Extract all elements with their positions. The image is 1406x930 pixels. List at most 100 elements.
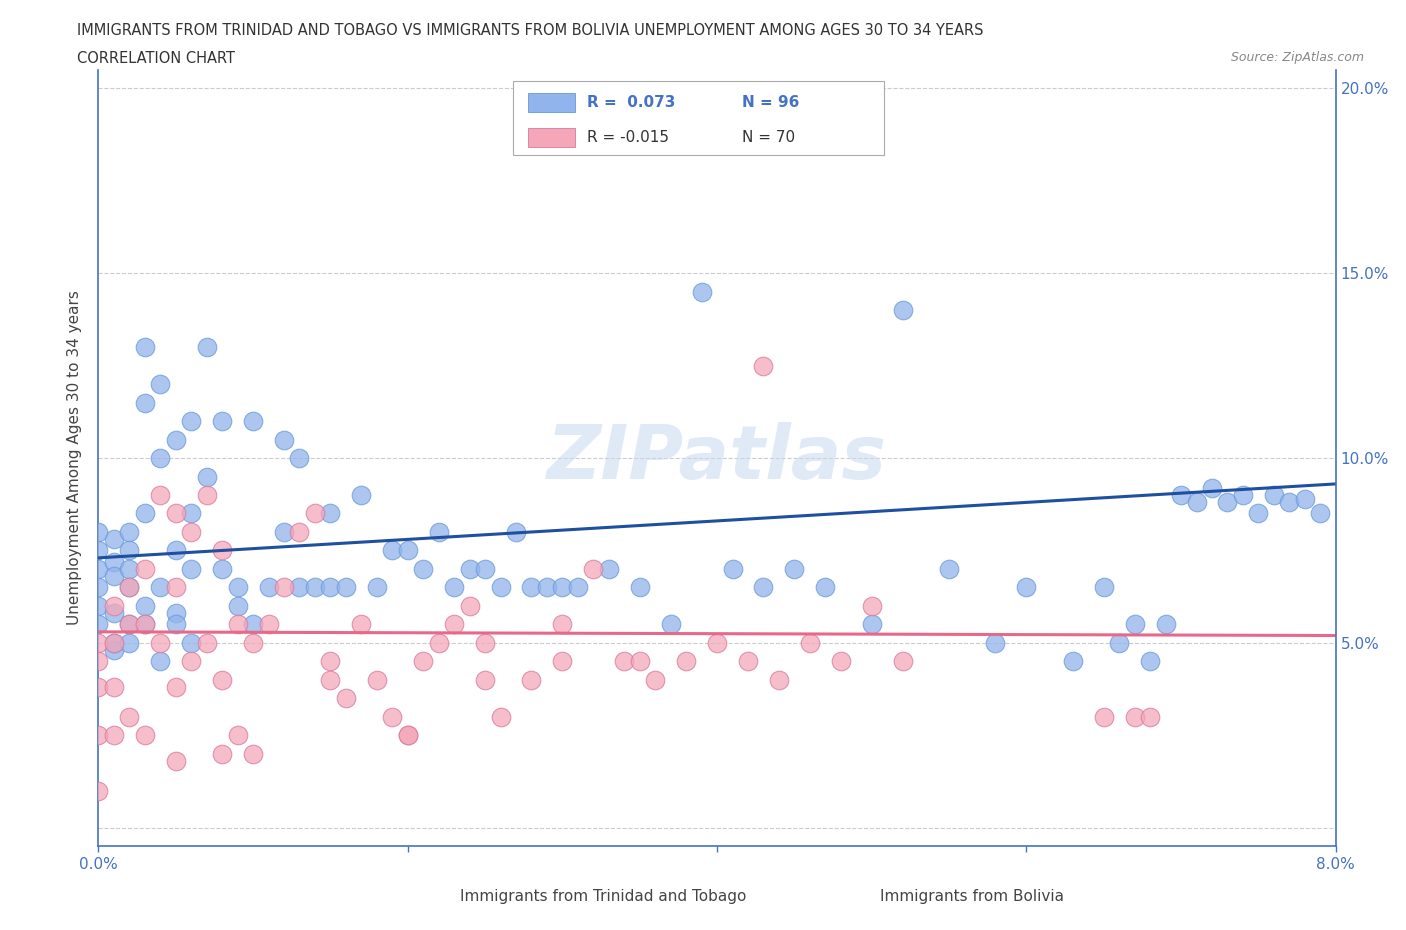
Point — [257, 580, 280, 595]
Point — [195, 487, 218, 502]
Text: N = 96: N = 96 — [742, 95, 799, 111]
Point — [165, 754, 187, 769]
Point — [134, 728, 156, 743]
Point — [1263, 487, 1285, 502]
Point — [87, 728, 110, 743]
Point — [118, 635, 141, 650]
Text: Source: ZipAtlas.com: Source: ZipAtlas.com — [1230, 51, 1364, 64]
Point — [412, 562, 434, 577]
Point — [87, 562, 110, 577]
Point — [273, 432, 295, 447]
Point — [799, 635, 821, 650]
Point — [319, 654, 342, 669]
Point — [350, 617, 373, 631]
Point — [489, 710, 512, 724]
Point — [582, 562, 605, 577]
Point — [87, 654, 110, 669]
Text: N = 70: N = 70 — [742, 130, 794, 145]
Bar — [841, 889, 872, 906]
Point — [1216, 495, 1239, 510]
Point — [149, 580, 172, 595]
Point — [443, 617, 465, 631]
Point — [1062, 654, 1084, 669]
Point — [304, 506, 326, 521]
Point — [505, 525, 527, 539]
Point — [273, 525, 295, 539]
Bar — [527, 93, 575, 113]
Point — [226, 617, 249, 631]
Point — [1139, 654, 1161, 669]
Point — [335, 580, 357, 595]
Point — [1201, 480, 1223, 495]
Point — [165, 580, 187, 595]
Point — [134, 617, 156, 631]
Point — [474, 672, 496, 687]
Point — [335, 691, 357, 706]
Point — [134, 562, 156, 577]
Point — [288, 580, 311, 595]
Point — [118, 543, 141, 558]
Point — [87, 525, 110, 539]
Point — [149, 487, 172, 502]
Point — [458, 599, 481, 614]
Point — [180, 635, 202, 650]
Point — [103, 635, 125, 650]
Point — [165, 606, 187, 621]
Point — [211, 672, 233, 687]
Point — [443, 580, 465, 595]
Point — [319, 672, 342, 687]
Point — [1154, 617, 1177, 631]
Point — [427, 635, 450, 650]
Point — [87, 635, 110, 650]
Point — [706, 635, 728, 650]
Point — [304, 580, 326, 595]
Point — [768, 672, 790, 687]
Text: ZIPatlas: ZIPatlas — [547, 421, 887, 495]
Point — [628, 580, 651, 595]
Point — [288, 451, 311, 466]
Point — [103, 599, 125, 614]
Point — [87, 680, 110, 695]
Point — [226, 580, 249, 595]
Point — [134, 617, 156, 631]
Text: R = -0.015: R = -0.015 — [588, 130, 669, 145]
Point — [319, 506, 342, 521]
Point — [103, 569, 125, 584]
Point — [149, 654, 172, 669]
Text: IMMIGRANTS FROM TRINIDAD AND TOBAGO VS IMMIGRANTS FROM BOLIVIA UNEMPLOYMENT AMON: IMMIGRANTS FROM TRINIDAD AND TOBAGO VS I… — [77, 23, 984, 38]
Point — [87, 580, 110, 595]
Point — [149, 377, 172, 392]
Point — [1278, 495, 1301, 510]
Point — [891, 654, 914, 669]
Point — [118, 580, 141, 595]
Point — [721, 562, 744, 577]
Point — [87, 783, 110, 798]
Y-axis label: Unemployment Among Ages 30 to 34 years: Unemployment Among Ages 30 to 34 years — [67, 290, 83, 626]
Point — [118, 562, 141, 577]
Point — [520, 580, 543, 595]
Text: CORRELATION CHART: CORRELATION CHART — [77, 51, 235, 66]
Point — [226, 728, 249, 743]
Point — [381, 543, 404, 558]
Point — [180, 506, 202, 521]
Point — [134, 599, 156, 614]
Point — [103, 606, 125, 621]
Point — [103, 728, 125, 743]
Point — [1123, 617, 1146, 631]
Point — [211, 562, 233, 577]
Point — [149, 635, 172, 650]
Point — [134, 395, 156, 410]
Bar — [420, 889, 451, 906]
Point — [1108, 635, 1130, 650]
Point — [1123, 710, 1146, 724]
Point — [458, 562, 481, 577]
Point — [598, 562, 620, 577]
Point — [427, 525, 450, 539]
Bar — [513, 82, 884, 155]
Point — [134, 339, 156, 354]
Point — [396, 728, 419, 743]
Point — [366, 672, 388, 687]
Point — [350, 487, 373, 502]
Point — [103, 554, 125, 569]
Point — [195, 635, 218, 650]
